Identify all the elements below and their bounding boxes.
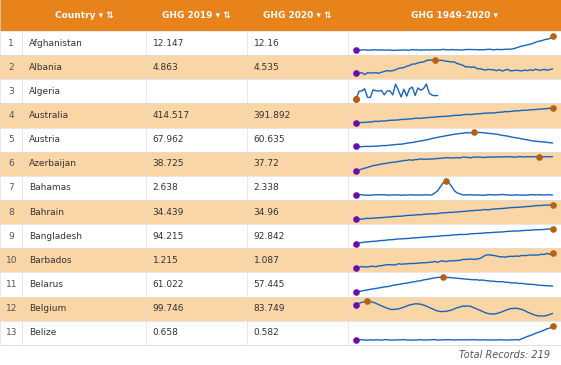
FancyBboxPatch shape — [0, 224, 561, 248]
FancyBboxPatch shape — [0, 103, 561, 128]
Text: Belize: Belize — [29, 328, 57, 337]
Point — [352, 70, 361, 76]
Point — [352, 168, 361, 174]
Point — [548, 33, 557, 39]
Text: 1.215: 1.215 — [153, 256, 178, 265]
Text: Australia: Australia — [29, 111, 70, 120]
FancyBboxPatch shape — [0, 176, 561, 200]
Text: 5: 5 — [8, 135, 14, 144]
Point — [352, 301, 361, 307]
Text: GHG 2019 ▾ ⇅: GHG 2019 ▾ ⇅ — [162, 11, 231, 20]
Point — [352, 216, 361, 222]
Text: Bahamas: Bahamas — [29, 184, 71, 192]
Text: 57.445: 57.445 — [254, 280, 285, 289]
FancyBboxPatch shape — [0, 200, 561, 224]
FancyBboxPatch shape — [0, 128, 561, 152]
Text: 12: 12 — [6, 304, 17, 313]
FancyBboxPatch shape — [0, 297, 561, 321]
FancyBboxPatch shape — [0, 248, 561, 273]
Text: 4.863: 4.863 — [153, 63, 178, 72]
Text: 2.338: 2.338 — [254, 184, 279, 192]
Text: 37.72: 37.72 — [254, 160, 279, 168]
Point — [352, 96, 361, 101]
Text: 11: 11 — [6, 280, 17, 289]
Text: 34.439: 34.439 — [153, 208, 184, 216]
FancyBboxPatch shape — [0, 345, 561, 365]
Text: 3: 3 — [8, 87, 14, 96]
Point — [442, 178, 450, 184]
Text: 10: 10 — [6, 256, 17, 265]
Point — [363, 299, 372, 304]
Text: 60.635: 60.635 — [254, 135, 285, 144]
Text: 12.16: 12.16 — [254, 39, 279, 47]
Point — [548, 323, 557, 329]
Text: 7: 7 — [8, 184, 14, 192]
Text: Algeria: Algeria — [29, 87, 61, 96]
Text: 99.746: 99.746 — [153, 304, 184, 313]
Text: Bahrain: Bahrain — [29, 208, 64, 216]
FancyBboxPatch shape — [0, 321, 561, 345]
Text: 414.517: 414.517 — [153, 111, 190, 120]
Text: Azerbaijan: Azerbaijan — [29, 160, 77, 168]
Text: 8: 8 — [8, 208, 14, 216]
Point — [352, 96, 361, 101]
Text: 1: 1 — [8, 39, 14, 47]
FancyBboxPatch shape — [0, 31, 561, 55]
Text: Austria: Austria — [29, 135, 61, 144]
Point — [352, 289, 361, 295]
FancyBboxPatch shape — [0, 0, 561, 31]
Point — [534, 154, 543, 160]
Text: 6: 6 — [8, 160, 14, 168]
Text: 12.147: 12.147 — [153, 39, 184, 47]
Text: Belgium: Belgium — [29, 304, 66, 313]
Text: 9: 9 — [8, 232, 14, 241]
Text: 83.749: 83.749 — [254, 304, 285, 313]
Point — [352, 265, 361, 271]
Text: Barbados: Barbados — [29, 256, 72, 265]
Text: Afghanistan: Afghanistan — [29, 39, 83, 47]
Point — [430, 57, 439, 63]
Text: 1.087: 1.087 — [254, 256, 279, 265]
Text: Albania: Albania — [29, 63, 63, 72]
Point — [352, 143, 361, 149]
Point — [548, 202, 557, 208]
Text: Total Records: 219: Total Records: 219 — [459, 350, 550, 360]
Text: 67.962: 67.962 — [153, 135, 184, 144]
Point — [352, 241, 361, 246]
Point — [548, 226, 557, 232]
Point — [439, 274, 448, 280]
Text: 13: 13 — [6, 328, 17, 337]
Point — [352, 192, 361, 198]
Text: Bangladesh: Bangladesh — [29, 232, 82, 241]
Text: 61.022: 61.022 — [153, 280, 184, 289]
Text: 2: 2 — [8, 63, 14, 72]
Text: GHG 2020 ▾ ⇅: GHG 2020 ▾ ⇅ — [263, 11, 332, 20]
Text: Belarus: Belarus — [29, 280, 63, 289]
FancyBboxPatch shape — [0, 273, 561, 297]
Text: 2.638: 2.638 — [153, 184, 178, 192]
Text: 4: 4 — [8, 111, 14, 120]
Point — [352, 337, 361, 343]
Text: 0.658: 0.658 — [153, 328, 178, 337]
Text: 0.582: 0.582 — [254, 328, 279, 337]
FancyBboxPatch shape — [0, 152, 561, 176]
Point — [470, 130, 479, 135]
Point — [548, 105, 557, 111]
Text: 38.725: 38.725 — [153, 160, 184, 168]
Text: Country ▾ ⇅: Country ▾ ⇅ — [55, 11, 113, 20]
Point — [548, 250, 557, 256]
Point — [352, 120, 361, 126]
Text: 4.535: 4.535 — [254, 63, 279, 72]
Text: GHG 1949-2020 ▾: GHG 1949-2020 ▾ — [411, 11, 498, 20]
Text: 391.892: 391.892 — [254, 111, 291, 120]
FancyBboxPatch shape — [0, 55, 561, 79]
Text: 92.842: 92.842 — [254, 232, 285, 241]
Point — [352, 47, 361, 53]
Text: 94.215: 94.215 — [153, 232, 184, 241]
Text: 34.96: 34.96 — [254, 208, 279, 216]
FancyBboxPatch shape — [0, 79, 561, 103]
